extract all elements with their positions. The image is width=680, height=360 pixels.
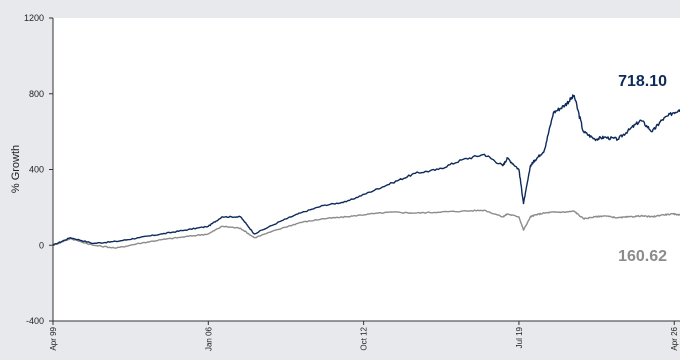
x-tick-label: Apr 26 [670,326,679,350]
y-tick-label: 1200 [24,13,44,23]
y-tick-label: 0 [39,240,44,250]
plot-area [53,18,680,321]
series-end-label-2: 160.62 [618,248,667,265]
series-line-1 [52,94,680,246]
x-tick-label: Jul 19 [515,326,524,348]
y-axis-label: % Growth [10,145,22,193]
series-end-label-1: 718.10 [618,73,667,90]
x-tick-label: Jan 06 [204,326,213,351]
y-tick-label: -400 [26,316,44,326]
x-tick-label: Apr 99 [49,326,58,350]
x-tick-label: Oct 12 [360,326,369,350]
series-line-2 [52,209,680,249]
y-tick-label: 800 [29,89,44,99]
y-tick-label: 400 [29,165,44,175]
